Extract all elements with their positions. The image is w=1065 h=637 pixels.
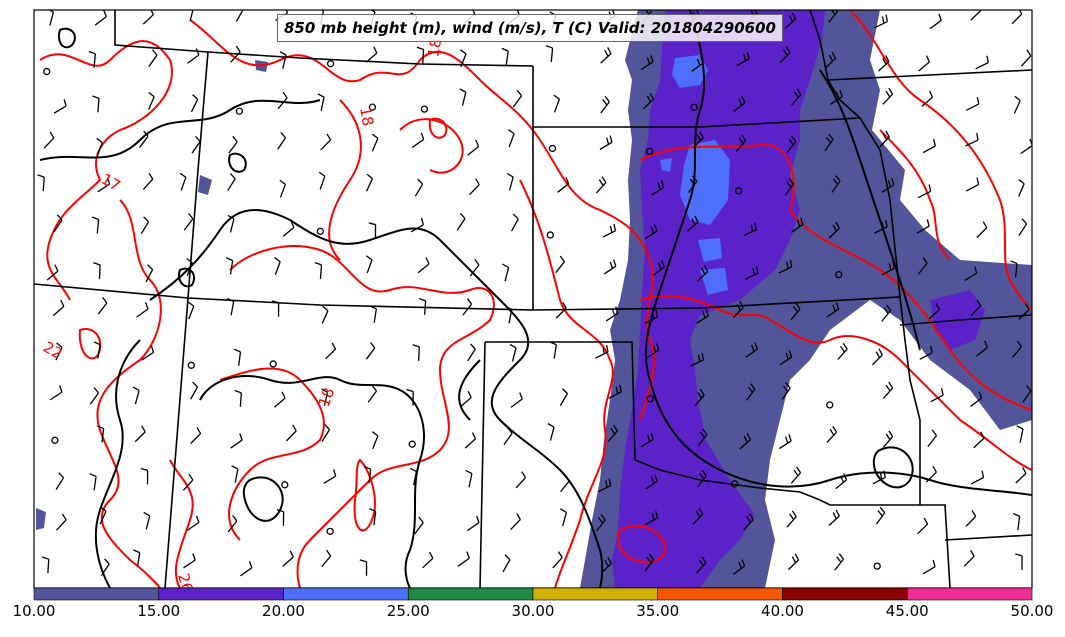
colorbar-bin	[284, 588, 409, 600]
colorbar-bin	[907, 588, 1032, 600]
colorbar-tick-label: 20.00	[262, 602, 305, 620]
contour-label-18: 18	[356, 106, 377, 128]
colorbar	[34, 588, 1032, 600]
colorbar-bin	[783, 588, 908, 600]
map-title: 850 mb height (m), wind (m/s), T (C) Val…	[277, 14, 783, 42]
colorbar-bin	[34, 588, 159, 600]
colorbar-tick-label: 10.00	[13, 602, 56, 620]
colorbar-bin	[159, 588, 284, 600]
colorbar-tick-label: 35.00	[636, 602, 679, 620]
colorbar-bin	[533, 588, 658, 600]
colorbar-tick-label: 15.00	[137, 602, 180, 620]
colorbar-tick-label: 30.00	[512, 602, 555, 620]
colorbar-tick-label: 45.00	[886, 602, 929, 620]
colorbar-bin	[658, 588, 783, 600]
colorbar-bin	[408, 588, 533, 600]
colorbar-tick-label: 40.00	[761, 602, 804, 620]
colorbar-tick-label: 25.00	[387, 602, 430, 620]
colorbar-tick-label: 50.00	[1011, 602, 1054, 620]
